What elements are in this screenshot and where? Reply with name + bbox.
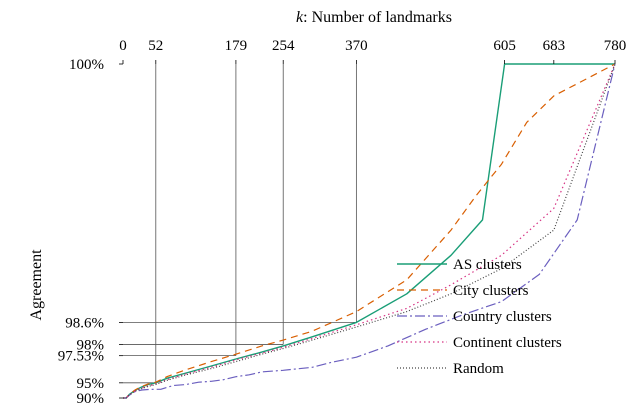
y-tick-label: 98% bbox=[77, 338, 105, 354]
legend-label: Continent clusters bbox=[453, 335, 562, 351]
x-axis-label-text: : Number of landmarks bbox=[303, 9, 452, 26]
y-axis-label: Agreement bbox=[28, 249, 45, 321]
x-tick-label: 780 bbox=[604, 38, 627, 54]
y-tick-label: 95% bbox=[77, 376, 105, 392]
y-tick-label: 97.53% bbox=[58, 349, 104, 365]
x-tick-label: 0 bbox=[119, 38, 127, 54]
x-tick-label: 254 bbox=[272, 38, 295, 54]
legend-label: Random bbox=[453, 361, 504, 377]
series-line bbox=[123, 63, 616, 399]
series-line bbox=[123, 63, 616, 399]
x-tick-label: 179 bbox=[225, 38, 248, 54]
x-axis: 0 52 179 254 370 605 683 780 bbox=[119, 38, 626, 64]
x-axis-label-variable: k bbox=[296, 9, 304, 26]
y-tick-label: 100% bbox=[69, 57, 104, 73]
y-tick-label: 90% bbox=[77, 391, 105, 407]
x-axis-label: k: Number of landmarks bbox=[296, 9, 452, 26]
reference-guide-lines bbox=[123, 64, 357, 384]
x-tick-label: 605 bbox=[493, 38, 516, 54]
x-tick-label: 683 bbox=[543, 38, 566, 54]
series-line bbox=[123, 63, 616, 399]
legend-label: Country clusters bbox=[453, 309, 552, 325]
y-axis: 90%95% 97.53%98% 98.6% 100% bbox=[58, 57, 123, 407]
legend: AS clusters City clusters Country clusters… bbox=[397, 257, 562, 377]
y-tick-label: 98.6% bbox=[65, 315, 104, 331]
legend-label: AS clusters bbox=[453, 257, 522, 273]
x-tick-label: 52 bbox=[148, 38, 163, 54]
legend-label: City clusters bbox=[453, 283, 529, 299]
x-tick-label: 370 bbox=[345, 38, 368, 54]
data-series bbox=[123, 63, 616, 399]
